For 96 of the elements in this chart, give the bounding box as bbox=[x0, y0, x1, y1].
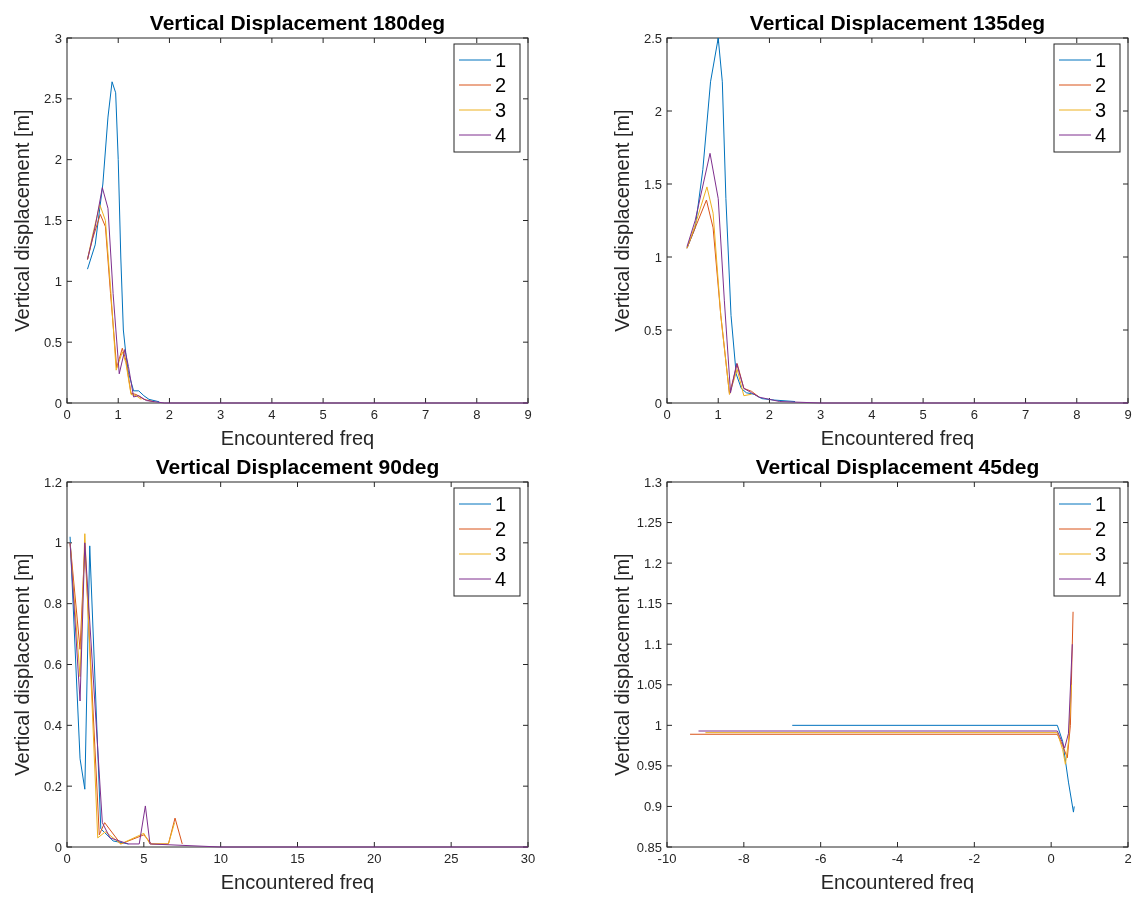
y-tick-label: 1.05 bbox=[636, 677, 662, 693]
legend-label: 3 bbox=[1095, 99, 1107, 121]
x-tick-label: 1 bbox=[114, 407, 122, 422]
x-tick-label: 25 bbox=[443, 851, 459, 866]
y-tick-label: 0 bbox=[54, 839, 62, 855]
legend-label: 4 bbox=[1095, 568, 1107, 590]
y-tick-label: 1 bbox=[654, 717, 662, 733]
x-tick-label: 9 bbox=[1124, 407, 1132, 422]
legend-label: 2 bbox=[1095, 518, 1107, 540]
x-tick-label: 5 bbox=[919, 407, 927, 422]
legend-label: 4 bbox=[1095, 124, 1107, 146]
x-tick-label: 5 bbox=[319, 407, 327, 422]
y-tick-label: 0.8 bbox=[43, 596, 62, 612]
legend-label: 1 bbox=[495, 49, 507, 71]
line-series bbox=[86, 204, 142, 400]
y-tick-label: 2 bbox=[54, 152, 62, 168]
x-tick-label: 1 bbox=[714, 407, 722, 422]
line-series bbox=[686, 152, 1129, 404]
line-series bbox=[86, 81, 160, 403]
y-tick-label: 1 bbox=[54, 535, 62, 551]
x-tick-label: 6 bbox=[370, 407, 378, 422]
y-tick-label: 1.2 bbox=[643, 555, 662, 571]
y-tick-label: 1 bbox=[654, 249, 662, 265]
y-tick-label: 1.5 bbox=[43, 213, 62, 229]
legend-label: 1 bbox=[1095, 493, 1107, 515]
line-series bbox=[791, 724, 1075, 813]
legend-label: 2 bbox=[1095, 74, 1107, 96]
x-axis-title: Encountered freq bbox=[820, 427, 975, 449]
legend-label: 4 bbox=[495, 124, 507, 146]
chart-title: Vertical Displacement 45deg bbox=[755, 455, 1040, 478]
x-tick-label: 6 bbox=[970, 407, 978, 422]
line-series bbox=[689, 611, 1074, 759]
legend-label: 1 bbox=[495, 493, 507, 515]
y-tick-label: 0.5 bbox=[643, 322, 662, 338]
line-series bbox=[704, 684, 1073, 765]
y-tick-label: 1.25 bbox=[636, 515, 662, 531]
y-axis-title: Vertical displacement [m] bbox=[11, 553, 33, 776]
x-tick-label: 2 bbox=[1124, 851, 1132, 866]
legend-label: 3 bbox=[495, 99, 507, 121]
chart-title: Vertical Displacement 180deg bbox=[149, 11, 446, 34]
line-series bbox=[86, 187, 529, 404]
y-tick-label: 1.15 bbox=[636, 596, 662, 612]
x-tick-label: 8 bbox=[473, 407, 481, 422]
legend-label: 1 bbox=[1095, 49, 1107, 71]
x-tick-label: 20 bbox=[367, 851, 382, 866]
y-tick-label: 2 bbox=[654, 103, 662, 119]
y-axis-title: Vertical displacement [m] bbox=[611, 553, 633, 776]
y-tick-label: 0 bbox=[54, 395, 62, 411]
y-tick-label: 0.4 bbox=[43, 717, 62, 733]
x-tick-label: 2 bbox=[765, 407, 774, 422]
y-tick-label: 1.5 bbox=[643, 176, 662, 192]
y-tick-label: 0.2 bbox=[43, 778, 62, 794]
y-tick-label: 2.5 bbox=[643, 30, 662, 46]
x-tick-label: 9 bbox=[524, 407, 532, 422]
x-tick-label: 4 bbox=[268, 407, 276, 422]
chart-title: Vertical Displacement 90deg bbox=[155, 455, 440, 478]
x-axis-title: Encountered freq bbox=[220, 871, 375, 893]
legend-label: 2 bbox=[495, 518, 507, 540]
y-tick-label: 0.95 bbox=[636, 758, 662, 774]
x-tick-label: 7 bbox=[421, 407, 430, 422]
chart-title: Vertical Displacement 135deg bbox=[749, 11, 1046, 34]
x-tick-label: -2 bbox=[968, 851, 981, 866]
line-series bbox=[698, 643, 1073, 749]
y-tick-label: 0.9 bbox=[643, 798, 662, 814]
y-tick-label: 0.5 bbox=[43, 334, 62, 350]
x-tick-label: 3 bbox=[217, 407, 225, 422]
x-tick-label: 2 bbox=[165, 407, 174, 422]
y-axis-title: Vertical displacement [m] bbox=[11, 109, 33, 332]
y-tick-label: 1.1 bbox=[643, 636, 662, 652]
x-tick-label: 30 bbox=[520, 851, 536, 866]
legend-label: 3 bbox=[1095, 543, 1107, 565]
legend-label: 4 bbox=[495, 568, 507, 590]
y-tick-label: 0 bbox=[654, 395, 662, 411]
x-tick-label: 8 bbox=[1073, 407, 1081, 422]
line-series bbox=[69, 542, 529, 848]
y-tick-label: 1 bbox=[54, 273, 62, 289]
x-tick-label: 15 bbox=[290, 851, 305, 866]
x-tick-label: 10 bbox=[213, 851, 228, 866]
x-tick-label: -4 bbox=[891, 851, 904, 866]
legend-label: 2 bbox=[495, 74, 507, 96]
x-tick-label: 3 bbox=[817, 407, 825, 422]
x-tick-label: -8 bbox=[738, 851, 750, 866]
x-axis-title: Encountered freq bbox=[820, 871, 975, 893]
x-tick-label: 0 bbox=[1047, 851, 1055, 866]
y-tick-label: 1.3 bbox=[643, 474, 662, 490]
x-tick-label: -6 bbox=[814, 851, 827, 866]
y-tick-label: 2.5 bbox=[43, 91, 62, 107]
y-tick-label: 3 bbox=[54, 30, 62, 46]
legend-label: 3 bbox=[495, 543, 507, 565]
y-axis-title: Vertical displacement [m] bbox=[611, 109, 633, 332]
y-tick-label: 0.6 bbox=[43, 657, 62, 673]
x-axis-title: Encountered freq bbox=[220, 427, 375, 449]
x-tick-label: 5 bbox=[140, 851, 148, 866]
x-tick-label: 4 bbox=[868, 407, 876, 422]
x-tick-label: 7 bbox=[1021, 407, 1030, 422]
y-tick-label: 1.2 bbox=[43, 474, 62, 490]
